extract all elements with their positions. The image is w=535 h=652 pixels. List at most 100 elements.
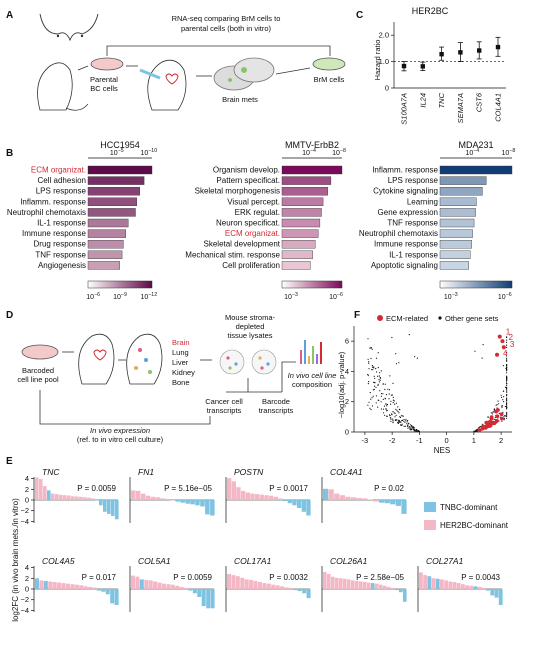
panel-f-point xyxy=(502,399,504,401)
panel-b-term-0-1: Cell adhesion xyxy=(38,176,86,185)
panel-e-bar xyxy=(273,496,278,500)
panel-f-point xyxy=(495,404,497,406)
panel-e-bar xyxy=(490,589,495,596)
panel-e-bar xyxy=(362,498,368,500)
panel-b-term-1-6: ECM organizat. xyxy=(225,229,280,238)
legend-tnbc-swatch xyxy=(424,502,436,512)
panel-e-bar xyxy=(153,581,158,589)
panel-f-point xyxy=(506,341,508,343)
panel-c-point xyxy=(495,44,501,50)
panel-b-bar-1-9 xyxy=(281,261,311,270)
panel-e-bar xyxy=(170,584,175,589)
panel-e-bar xyxy=(328,489,334,500)
rnaseq-label-2: parental cells (both in vitro) xyxy=(181,24,272,33)
panel-f-point xyxy=(390,418,392,420)
panel-c-category-label: IL24 xyxy=(418,93,427,108)
panel-f-point xyxy=(411,428,413,430)
panel-f-point xyxy=(397,411,399,413)
panel-b-bar-0-5 xyxy=(87,218,129,228)
panel-f-point xyxy=(505,388,508,390)
panel-f-point xyxy=(392,396,394,398)
panel-b-bar-0-9 xyxy=(87,261,120,270)
panel-b-bar-2-7 xyxy=(439,239,472,249)
panel-e-bar xyxy=(105,589,110,595)
panel-e-bar xyxy=(236,487,241,500)
panel-e-bar xyxy=(297,500,302,508)
panel-a-letter: A xyxy=(6,10,13,21)
panel-f-point xyxy=(506,385,508,387)
panel-e-bar xyxy=(367,499,373,500)
panel-f-point xyxy=(413,429,415,431)
panel-f-point xyxy=(492,411,494,413)
panel-f-point xyxy=(385,408,387,410)
panel-f-point xyxy=(506,339,508,341)
panel-e-bar xyxy=(101,589,106,592)
panel-f-point xyxy=(390,417,392,419)
panel-c-point xyxy=(420,64,425,69)
panel-f-ecm-point xyxy=(484,420,489,425)
panel-e-bar xyxy=(331,576,335,589)
panel-f-point xyxy=(494,416,496,419)
panel-b-bar-2-2 xyxy=(439,186,483,196)
panel-f-point xyxy=(506,397,508,399)
panel-e-bar xyxy=(379,500,385,503)
organ-liver: Liver xyxy=(172,358,189,367)
panel-e-bar xyxy=(75,496,79,500)
panel-f-point xyxy=(399,416,401,418)
panel-b-term-2-6: Neutrophil chemotaxis xyxy=(359,229,438,238)
barcode-1: Barcode xyxy=(262,397,290,406)
panel-e-pvalue: P = 0.0059 xyxy=(77,484,116,493)
pool-label-2: cell line pool xyxy=(17,375,59,384)
panel-f-point xyxy=(501,396,503,398)
panel-f-point xyxy=(370,347,373,349)
injected-mouse-icon xyxy=(147,59,187,111)
panel-f-point xyxy=(368,362,370,364)
panel-e-bar xyxy=(266,583,271,589)
panel-f-point xyxy=(506,344,508,346)
panel-f-point xyxy=(389,375,391,377)
panel-f-ecm-point xyxy=(480,426,485,431)
panel-f-point xyxy=(378,375,380,377)
panel-b-term-2-5: TNF response xyxy=(387,219,438,228)
panel-e-bar xyxy=(391,587,395,589)
panel-f-point xyxy=(378,378,380,381)
panel-e-bar xyxy=(440,579,444,589)
panel-e-bar xyxy=(399,589,403,593)
panel-b-cbar-tick-2-0: 10−3 xyxy=(444,292,458,301)
panel-b-term-2-2: Cytokine signaling xyxy=(373,187,438,196)
panel-f-point xyxy=(371,405,373,407)
panel-e-bar xyxy=(96,589,101,591)
panel-e-ytick-label: 0 xyxy=(25,496,29,505)
panel-f-point xyxy=(417,430,420,433)
panel-f-point xyxy=(373,366,375,368)
panel-f-point xyxy=(373,367,375,369)
panel-f-point xyxy=(382,408,385,410)
panel-f-highlight-point xyxy=(500,339,505,344)
panel-e-gene-label: COL17A1 xyxy=(234,556,272,566)
panel-f-ecm-point xyxy=(495,414,500,419)
panel-f-point xyxy=(374,382,376,384)
panel-f-point xyxy=(375,357,378,359)
panel-f-point xyxy=(388,398,390,400)
panel-b-axis-tick-1-0: 10−4 xyxy=(302,148,316,157)
panel-f-point xyxy=(506,359,508,361)
panel-b-axis-tick-1-1: 10−8 xyxy=(332,148,346,157)
panel-f-point xyxy=(506,368,508,371)
brm-dish-icon xyxy=(312,57,346,71)
legend-tnbc: TNBC-dominant xyxy=(440,503,498,512)
panel-f-point xyxy=(374,377,376,379)
parental-label-2: BC cells xyxy=(90,84,118,93)
panel-f-xtick-label: 2 xyxy=(499,436,503,445)
panel-b-bar-0-4 xyxy=(87,208,136,217)
panel-e-bar xyxy=(185,500,190,504)
panel-b-bar-2-9 xyxy=(439,261,469,270)
panel-b-term-0-6: Immune response xyxy=(22,229,87,238)
panel-f-point xyxy=(503,416,505,418)
panel-e-bar xyxy=(210,589,215,609)
panel-f-point xyxy=(380,408,382,410)
panel-b-term-2-7: Immune response xyxy=(374,240,439,249)
panel-e-bar xyxy=(39,580,44,589)
panel-f-point xyxy=(506,352,508,354)
panel-e-bar xyxy=(384,500,390,504)
